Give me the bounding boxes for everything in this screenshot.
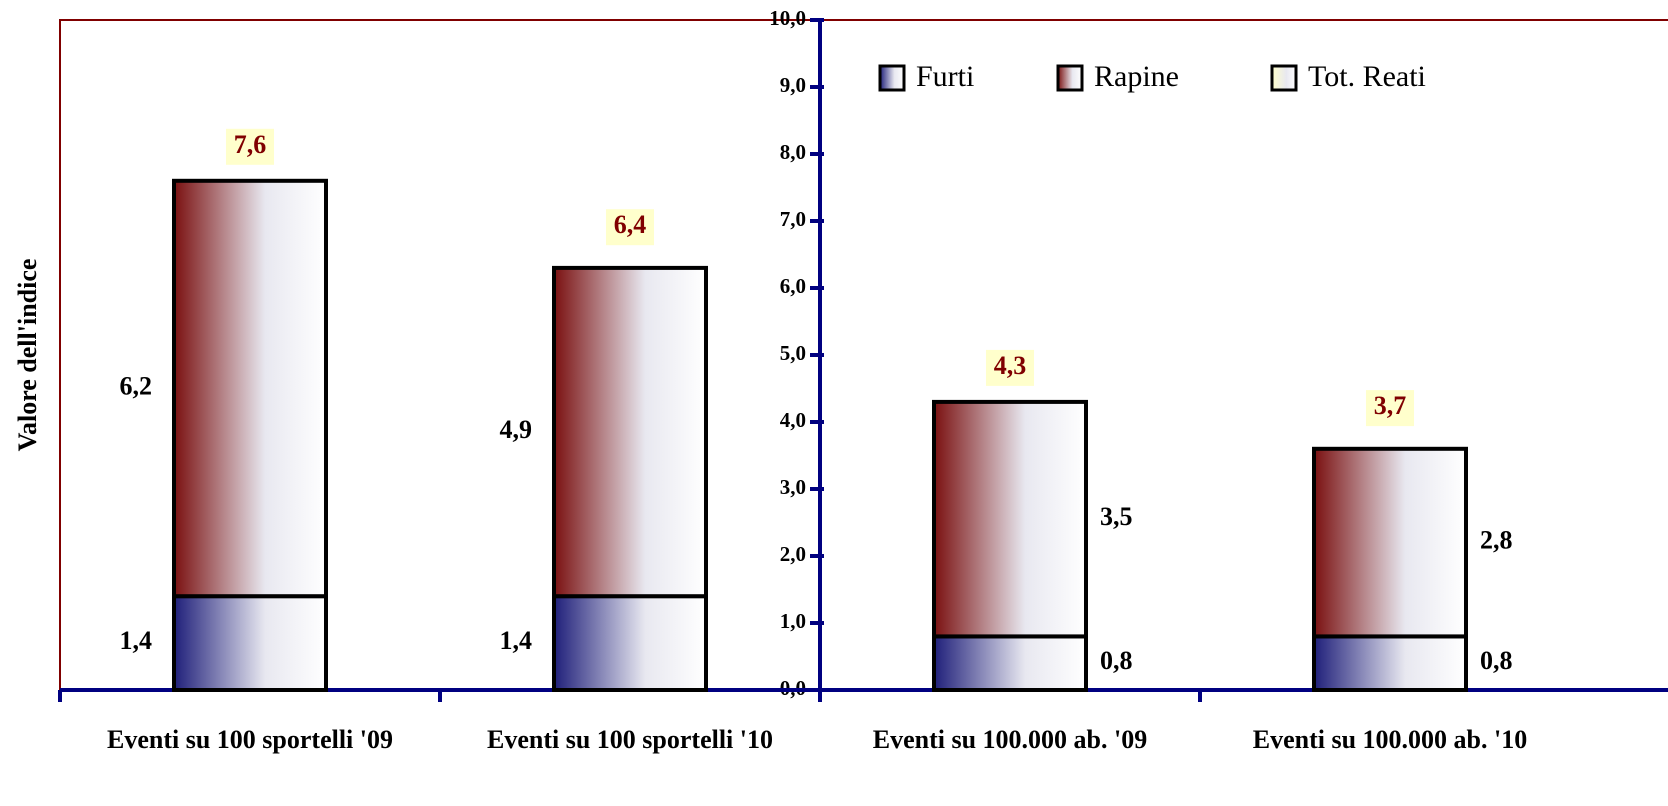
legend-label: Furti [916,60,974,93]
legend-swatch [878,64,906,92]
y-tick-label: 1,0 [780,609,806,633]
x-tick-label: Eventi su 100 sportelli '09 [107,725,393,754]
y-tick-label: 2,0 [780,542,806,566]
legend-label: Tot. Reati [1308,60,1426,93]
total-label-bg [226,128,274,165]
legend-label: Rapine [1094,60,1179,93]
bar-segment [932,399,1088,639]
value-label: 0,8 [1100,646,1133,675]
y-tick-label: 3,0 [780,475,806,499]
x-tick-label: Eventi su 100.000 ab. '09 [873,725,1148,754]
total-label-bg [986,349,1034,386]
x-tick-label: Eventi su 100.000 ab. '10 [1253,725,1528,754]
bar-segment [932,634,1088,693]
total-label-bg [1366,390,1414,427]
bar-segment [552,594,708,693]
bar-segment [172,178,328,599]
total-label: 4,3 [994,351,1027,380]
y-axis-label: Valore dell'indice [13,259,42,452]
y-tick-label: 9,0 [780,73,806,97]
value-label: 3,5 [1100,502,1133,531]
plot-frame [59,19,1668,690]
y-tick-label: 0,0 [780,676,806,700]
bar-segment [1312,446,1468,639]
total-label: 7,6 [234,130,267,159]
legend-swatch [1270,64,1298,92]
value-label: 2,8 [1480,526,1513,555]
value-label: 0,8 [1480,646,1513,675]
bar-segment [172,594,328,693]
value-label: 1,4 [120,626,153,655]
bar-segment [552,265,708,599]
x-tick-label: Eventi su 100 sportelli '10 [487,725,773,754]
y-tick-label: 10,0 [769,6,806,30]
total-label: 3,7 [1374,391,1407,420]
total-label-bg [606,209,654,246]
legend-swatch [1056,64,1084,92]
bar-segment [1312,634,1468,693]
y-tick-label: 4,0 [780,408,806,432]
total-label: 6,4 [614,210,647,239]
value-label: 4,9 [500,415,533,444]
y-tick-label: 6,0 [780,274,806,298]
value-label: 1,4 [500,626,533,655]
y-tick-label: 5,0 [780,341,806,365]
y-tick-label: 7,0 [780,207,806,231]
y-tick-label: 8,0 [780,140,806,164]
value-label: 6,2 [120,371,153,400]
